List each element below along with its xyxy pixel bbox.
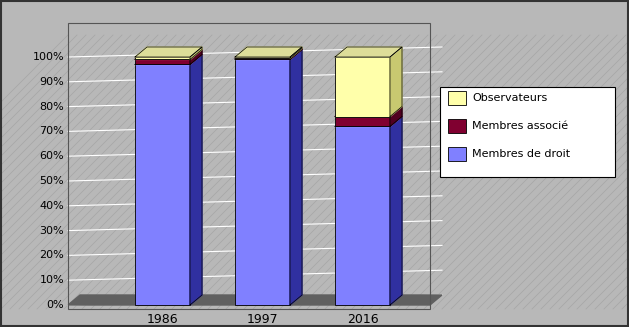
Text: Membres associé: Membres associé <box>472 121 568 131</box>
Text: 2016: 2016 <box>347 313 378 326</box>
Bar <box>135 57 190 60</box>
Text: 10%: 10% <box>40 275 64 285</box>
Bar <box>135 60 190 64</box>
Bar <box>135 64 190 305</box>
Polygon shape <box>335 116 402 127</box>
Polygon shape <box>235 47 302 57</box>
Text: 100%: 100% <box>32 52 64 62</box>
Text: 20%: 20% <box>39 250 64 260</box>
Polygon shape <box>190 54 202 305</box>
Bar <box>68 23 430 309</box>
Text: 50%: 50% <box>40 176 64 186</box>
Bar <box>448 119 466 133</box>
Bar <box>448 147 466 161</box>
Polygon shape <box>390 47 402 116</box>
Text: 0%: 0% <box>47 300 64 310</box>
Text: Membres de droit: Membres de droit <box>472 149 570 159</box>
Text: 1986: 1986 <box>147 313 178 326</box>
Polygon shape <box>290 49 302 305</box>
Bar <box>235 57 290 58</box>
Text: 80%: 80% <box>39 102 64 112</box>
FancyBboxPatch shape <box>440 87 615 177</box>
Bar <box>335 127 390 305</box>
Polygon shape <box>190 47 202 60</box>
Bar <box>235 60 290 305</box>
Polygon shape <box>135 47 202 57</box>
Polygon shape <box>190 49 202 64</box>
Bar <box>235 58 290 60</box>
Text: 70%: 70% <box>39 127 64 136</box>
Polygon shape <box>135 49 202 60</box>
Bar <box>335 57 390 116</box>
Text: 90%: 90% <box>39 77 64 87</box>
Polygon shape <box>335 107 402 116</box>
Polygon shape <box>390 116 402 305</box>
Polygon shape <box>335 47 402 57</box>
Bar <box>335 116 390 127</box>
Text: 60%: 60% <box>40 151 64 161</box>
Text: Observateurs: Observateurs <box>472 93 547 103</box>
Polygon shape <box>135 54 202 64</box>
Polygon shape <box>235 49 302 60</box>
Text: 1997: 1997 <box>247 313 278 326</box>
Polygon shape <box>290 47 302 58</box>
Bar <box>448 91 466 105</box>
Polygon shape <box>235 48 302 58</box>
Text: 30%: 30% <box>40 226 64 235</box>
Text: 40%: 40% <box>39 201 64 211</box>
Polygon shape <box>68 295 442 305</box>
Polygon shape <box>290 48 302 60</box>
Polygon shape <box>390 107 402 127</box>
Bar <box>68 35 442 309</box>
